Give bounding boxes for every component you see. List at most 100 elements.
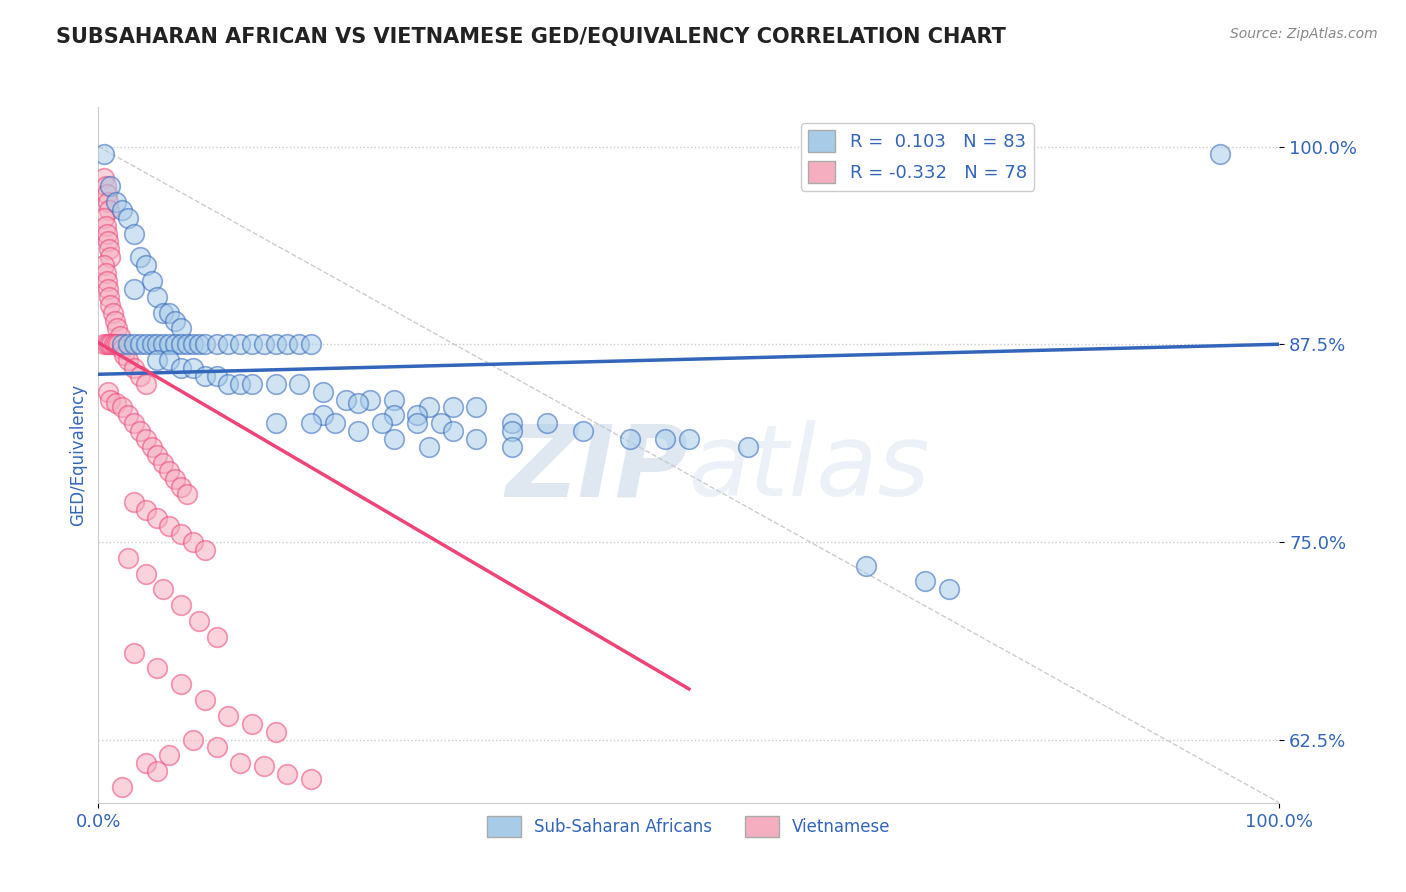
Point [181, 360, 204, 375]
Point [122, 417, 145, 431]
Point [101, 305, 124, 319]
Point [264, 417, 287, 431]
Point [157, 464, 180, 478]
Point [96, 274, 118, 288]
Point [98, 179, 121, 194]
Point [98, 202, 121, 217]
Point [264, 376, 287, 391]
Point [96, 186, 118, 201]
Point [430, 417, 453, 431]
Point [176, 337, 198, 351]
Point [312, 409, 335, 423]
Point [98, 290, 121, 304]
Point [93, 211, 115, 225]
Point [418, 401, 440, 415]
Point [135, 503, 157, 517]
Point [135, 432, 157, 446]
Point [276, 767, 298, 781]
Point [93, 337, 115, 351]
Point [165, 472, 187, 486]
Point [146, 764, 169, 779]
Point [299, 417, 322, 431]
Y-axis label: GED/Equivalency: GED/Equivalency [69, 384, 87, 526]
Point [98, 392, 121, 407]
Point [737, 440, 759, 454]
Point [157, 748, 180, 763]
Point [97, 235, 120, 249]
Point [152, 456, 174, 470]
Text: atlas: atlas [689, 420, 931, 517]
Point [152, 582, 174, 597]
Point [98, 250, 121, 264]
Point [105, 395, 128, 409]
Point [217, 337, 239, 351]
Point [170, 360, 193, 375]
Point [229, 376, 252, 391]
Point [135, 258, 157, 272]
Point [170, 598, 193, 612]
Point [359, 392, 381, 407]
Point [335, 392, 357, 407]
Point [181, 732, 204, 747]
Point [170, 677, 193, 691]
Text: Source: ZipAtlas.com: Source: ZipAtlas.com [1230, 27, 1378, 41]
Point [229, 337, 252, 351]
Point [276, 337, 298, 351]
Point [406, 409, 429, 423]
Point [141, 337, 163, 351]
Point [165, 313, 187, 327]
Point [654, 432, 676, 446]
Point [299, 337, 322, 351]
Point [501, 417, 523, 431]
Point [141, 274, 163, 288]
Point [187, 337, 209, 351]
Point [187, 614, 209, 628]
Point [105, 194, 128, 209]
Point [465, 432, 488, 446]
Point [94, 179, 117, 194]
Point [128, 424, 150, 438]
Point [288, 337, 311, 351]
Point [181, 534, 204, 549]
Point [288, 376, 311, 391]
Point [108, 329, 131, 343]
Point [465, 401, 488, 415]
Point [240, 376, 263, 391]
Point [205, 740, 228, 755]
Point [501, 424, 523, 438]
Point [165, 337, 187, 351]
Point [111, 202, 134, 217]
Point [128, 250, 150, 264]
Point [205, 368, 228, 383]
Point [170, 527, 193, 541]
Point [111, 337, 134, 351]
Point [441, 401, 464, 415]
Point [104, 313, 127, 327]
Point [122, 227, 145, 241]
Point [135, 337, 157, 351]
Point [382, 392, 405, 407]
Point [157, 353, 180, 368]
Point [170, 337, 193, 351]
Point [152, 337, 174, 351]
Point [253, 759, 276, 773]
Point [128, 368, 150, 383]
Point [93, 147, 115, 161]
Point [619, 432, 641, 446]
Point [205, 630, 228, 644]
Point [98, 298, 121, 312]
Point [105, 321, 128, 335]
Point [122, 495, 145, 509]
Point [100, 337, 122, 351]
Point [323, 417, 346, 431]
Point [146, 290, 169, 304]
Point [111, 780, 134, 794]
Point [152, 305, 174, 319]
Point [146, 661, 169, 675]
Point [253, 337, 276, 351]
Point [914, 574, 936, 589]
Point [240, 716, 263, 731]
Point [146, 337, 169, 351]
Point [418, 440, 440, 454]
Point [157, 519, 180, 533]
